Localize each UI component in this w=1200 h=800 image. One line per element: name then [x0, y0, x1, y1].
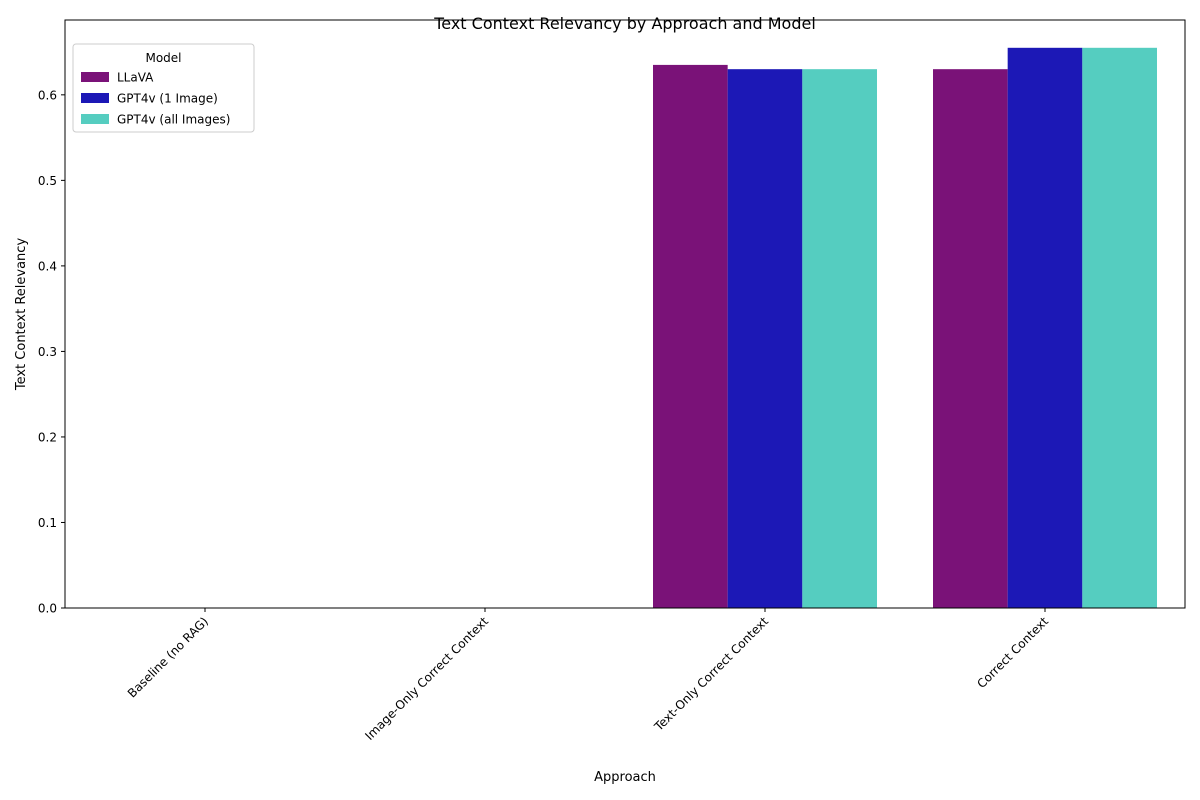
legend-swatch — [81, 93, 109, 103]
bars-layer — [653, 47, 1157, 609]
y-tick-label: 0.5 — [38, 174, 57, 188]
x-axis-label: Approach — [594, 770, 656, 785]
y-tick-label: 0.0 — [38, 602, 57, 616]
bar — [653, 64, 728, 608]
y-axis-label: Text Context Relevancy — [14, 238, 29, 392]
legend-swatch — [81, 114, 109, 124]
legend-title: Model — [145, 51, 181, 65]
legend-label: GPT4v (all Images) — [117, 113, 230, 127]
legend-box — [72, 43, 255, 133]
y-tick-label: 0.2 — [38, 430, 57, 444]
legend-label: GPT4v (1 Image) — [117, 92, 218, 106]
chart-title: Text Context Relevancy by Approach and M… — [433, 14, 816, 33]
y-tick-label: 0.6 — [38, 88, 57, 102]
bar — [1007, 47, 1083, 609]
y-tick-label: 0.3 — [38, 345, 57, 359]
plot-frame — [64, 19, 1186, 609]
y-tick-label: 0.1 — [38, 516, 57, 530]
y-tick-label: 0.4 — [38, 259, 57, 273]
legend: Model LLaVA GPT4v (1 Image) GPT4v (all Imag… — [72, 43, 255, 133]
legend-label: LLaVA — [117, 71, 154, 85]
legend-swatch — [81, 72, 109, 82]
y-axis: 0.0 0.1 0.2 0.3 0.4 0.5 0.6 — [38, 88, 65, 616]
bar — [1082, 47, 1157, 609]
bar — [933, 69, 1008, 609]
bar — [802, 69, 877, 609]
bar — [727, 69, 803, 609]
